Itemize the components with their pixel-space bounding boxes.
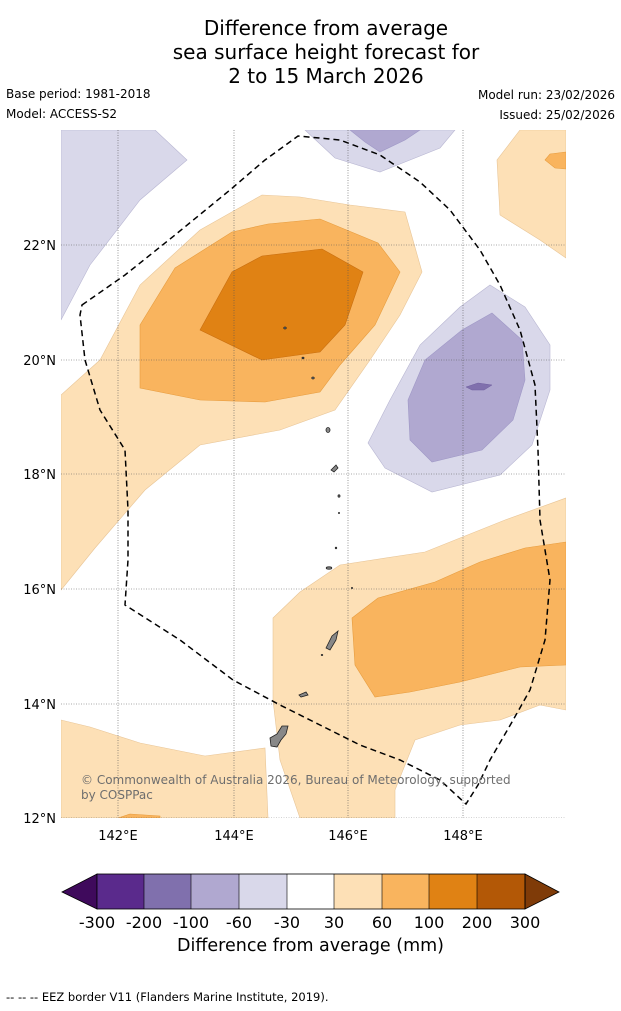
contour-layer xyxy=(61,130,566,818)
contour-neg-topleft xyxy=(61,130,188,321)
eez-border xyxy=(79,135,551,806)
copyright-line-2: by COSPPac xyxy=(81,788,153,802)
island-group xyxy=(269,326,353,748)
title-line-2: sea surface height forecast for xyxy=(172,40,480,64)
colorbar: -300 -200 -100 -60 -30 30 60 100 200 300 xyxy=(61,873,560,932)
colorbar-tick-minus200: -200 xyxy=(126,913,162,932)
colorbar-bin-3 xyxy=(191,874,239,909)
copyright-line-1: © Commonwealth of Australia 2026, Bureau… xyxy=(81,773,511,787)
base-period-label: Base period: 1981-2018 xyxy=(6,87,151,101)
contour-pos-bottom-strip xyxy=(117,813,161,818)
colorbar-tick-minus30: -30 xyxy=(274,913,300,932)
colorbar-tick-60: 60 xyxy=(372,913,392,932)
colorbar-outline xyxy=(96,873,526,910)
colorbar-extend-low xyxy=(61,873,98,910)
colorbar-tick-200: 200 xyxy=(462,913,493,932)
eez-legend-text: -- -- -- EEZ border V11 (Flanders Marine… xyxy=(6,990,329,1004)
colorbar-tick-300: 300 xyxy=(510,913,541,932)
colorbar-bin-8 xyxy=(429,874,477,909)
colorbar-bin-9 xyxy=(477,874,525,909)
colorbar-tick-30: 30 xyxy=(324,913,344,932)
colorbar-bin-6 xyxy=(334,874,382,909)
lat-label-18: 18°N xyxy=(23,468,56,483)
map-title: Difference from average sea surface heig… xyxy=(0,16,621,88)
contour-neg-top-inner xyxy=(349,130,421,153)
title-line-3: 2 to 15 March 2026 xyxy=(228,64,424,88)
lat-label-22: 22°N xyxy=(23,239,56,254)
lat-label-20: 20°N xyxy=(23,354,56,369)
model-label: Model: ACCESS-S2 xyxy=(6,107,118,121)
colorbar-bin-5 xyxy=(287,874,334,909)
colorbar-bin-4 xyxy=(239,874,287,909)
colorbar-bin-1 xyxy=(97,874,144,909)
contour-pos-west-100 xyxy=(199,248,364,361)
title-line-1: Difference from average xyxy=(203,16,449,40)
lon-label-148: 148°E xyxy=(443,829,483,844)
lat-label-14: 14°N xyxy=(23,698,56,713)
gridlines xyxy=(61,130,566,818)
contour-pos-southwest-30 xyxy=(61,719,269,818)
colorbar-tick-minus100: -100 xyxy=(173,913,209,932)
lon-label-146: 146°E xyxy=(328,829,368,844)
lon-label-144: 144°E xyxy=(214,829,254,844)
colorbar-tick-100: 100 xyxy=(414,913,445,932)
colorbar-bin-2 xyxy=(144,874,191,909)
contour-pos-southeast-60 xyxy=(351,541,566,698)
contour-pos-topright xyxy=(496,130,566,259)
issued-label: Issued: 25/02/2026 xyxy=(499,108,615,122)
lon-label-142: 142°E xyxy=(98,829,138,844)
colorbar-title: Difference from average (mm) xyxy=(176,936,445,956)
model-run-label: Model run: 23/02/2026 xyxy=(477,88,615,102)
colorbar-extend-high xyxy=(524,873,560,910)
colorbar-tick-minus300: -300 xyxy=(79,913,115,932)
contour-neg-east-100 xyxy=(465,382,493,391)
colorbar-tick-minus60: -60 xyxy=(226,913,252,932)
lat-label-16: 16°N xyxy=(23,583,56,598)
lat-label-12: 12°N xyxy=(23,812,56,827)
contour-pos-topright-inner xyxy=(544,151,566,170)
colorbar-bin-7 xyxy=(382,874,429,909)
